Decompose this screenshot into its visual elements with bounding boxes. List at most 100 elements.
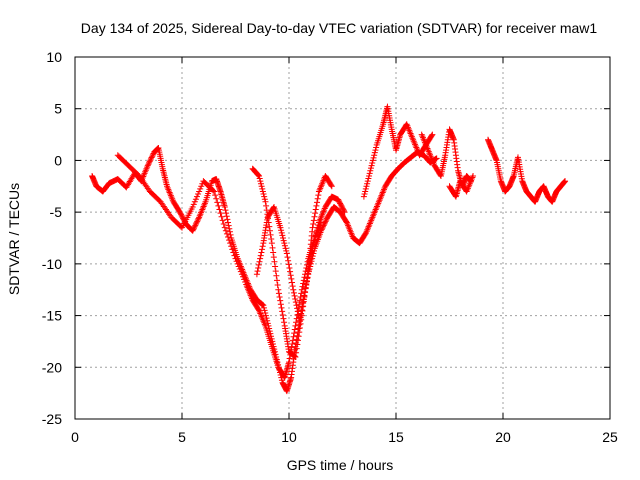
data-point [278, 227, 285, 234]
data-point [253, 271, 260, 278]
data-point [218, 213, 225, 220]
data-point [294, 308, 301, 315]
data-point [362, 185, 369, 192]
data-point [314, 224, 321, 231]
data-point [289, 337, 296, 344]
data-point [219, 217, 226, 224]
data-point [223, 213, 230, 220]
data-point [147, 157, 154, 164]
data-point [283, 247, 290, 254]
data-point [255, 306, 262, 313]
data-point [212, 192, 219, 199]
data-point [259, 243, 266, 250]
data-point [271, 258, 278, 265]
data-point [223, 210, 230, 217]
data-point [293, 345, 300, 352]
x-tick-label: 10 [281, 429, 297, 445]
data-point [215, 202, 222, 209]
data-point [259, 185, 266, 192]
data-point [291, 292, 298, 299]
data-point [297, 310, 304, 317]
data-point [302, 285, 309, 292]
data-point [428, 132, 435, 139]
data-point [294, 341, 301, 348]
data-point [286, 359, 292, 366]
data-point [190, 226, 197, 233]
data-point [291, 326, 298, 333]
data-point [255, 261, 262, 268]
data-point [284, 254, 291, 261]
data-point [328, 182, 335, 189]
data-point [343, 218, 350, 225]
data-point [315, 222, 322, 229]
data-point [286, 264, 293, 271]
data-point [291, 353, 298, 360]
data-point [254, 268, 261, 275]
data-point [196, 188, 203, 195]
data-point [210, 187, 217, 194]
data-point [315, 192, 322, 199]
data-point [364, 178, 371, 185]
data-point [310, 240, 317, 247]
data-point [278, 377, 285, 384]
y-tick-label: -20 [42, 359, 62, 375]
series-sat-g [446, 172, 477, 200]
data-point [214, 199, 221, 206]
data-point [260, 304, 267, 311]
data-point [238, 271, 245, 278]
data-point [267, 231, 274, 238]
data-point [225, 233, 232, 240]
data-point [197, 185, 204, 192]
data-point [341, 209, 348, 216]
data-point [296, 324, 303, 331]
data-point [273, 272, 280, 279]
data-point [291, 330, 298, 337]
data-point [277, 301, 284, 308]
data-point [268, 240, 275, 247]
data-point [292, 299, 299, 306]
data-point [229, 246, 236, 253]
data-point [310, 221, 317, 228]
data-point [194, 218, 201, 225]
data-point [305, 267, 312, 274]
data-point [367, 167, 374, 174]
data-point [300, 296, 307, 303]
data-point [309, 245, 316, 252]
data-point [429, 131, 436, 138]
data-point [311, 237, 318, 244]
data-point [280, 315, 287, 322]
data-point [306, 259, 313, 266]
data-point [288, 279, 295, 286]
data-point [293, 302, 300, 309]
data-point [295, 333, 302, 340]
y-tick-label: -5 [50, 204, 63, 220]
y-tick-label: -25 [42, 411, 62, 427]
data-point [362, 188, 369, 195]
data-point [278, 229, 285, 236]
data-point [313, 229, 320, 236]
data-point [260, 191, 267, 198]
data-point [192, 222, 199, 229]
data-point [221, 203, 228, 210]
data-point [266, 227, 273, 234]
data-point [309, 253, 316, 260]
data-point [368, 162, 375, 169]
data-point [223, 230, 230, 237]
data-point [308, 248, 315, 255]
data-point [222, 207, 229, 214]
data-point [257, 255, 264, 262]
data-point [259, 246, 266, 253]
data-point [262, 198, 269, 205]
data-point [309, 224, 316, 231]
plot-frame [74, 56, 611, 420]
data-point [290, 333, 297, 340]
data-point [255, 172, 262, 179]
data-point [146, 159, 153, 166]
data-point [297, 320, 304, 327]
data-point [437, 171, 444, 178]
data-point [259, 301, 266, 308]
data-point [276, 293, 283, 300]
data-point [147, 155, 154, 162]
data-point [270, 249, 277, 256]
data-point [308, 252, 315, 259]
